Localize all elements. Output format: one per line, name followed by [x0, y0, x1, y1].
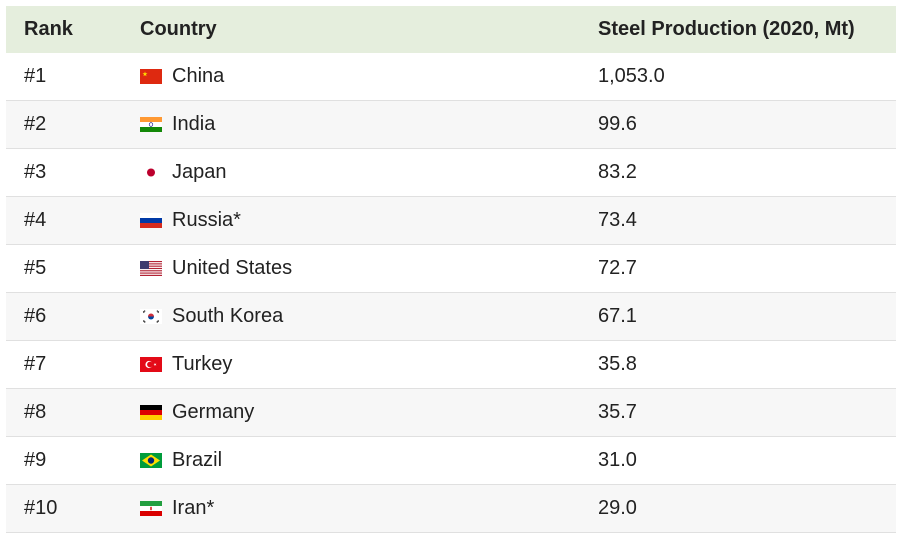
country-name: Iran*: [172, 497, 215, 519]
brazil-flag-icon: [140, 453, 162, 468]
south-korea-flag-icon: [140, 309, 162, 324]
table-row: #7 Turkey 35.8: [6, 341, 896, 389]
steel-production-cell: 1,053.0: [598, 65, 665, 87]
table-row: #3 Japan 83.2: [6, 149, 896, 197]
country-cell: India: [140, 113, 598, 136]
table-row: #4 Russia* 73.4: [6, 197, 896, 245]
steel-production-cell: 99.6: [598, 113, 637, 135]
country-cell: Turkey: [140, 353, 598, 376]
rank-column-header: Rank: [24, 18, 73, 40]
rank-cell: #5: [24, 257, 47, 279]
rank-cell: #1: [24, 65, 47, 87]
table-row: #10 Iran* 29.0: [6, 485, 896, 533]
steel-production-cell: 35.7: [598, 401, 637, 423]
country-name: Japan: [172, 161, 227, 183]
usa-flag-icon: [140, 261, 162, 276]
japan-flag-icon: [140, 165, 162, 180]
steel-production-cell: 72.7: [598, 257, 637, 279]
india-flag-icon: [140, 117, 162, 132]
table-row: #5 United States 72.7: [6, 245, 896, 293]
rank-cell: #2: [24, 113, 47, 135]
table-row: #6 South Korea 67.1: [6, 293, 896, 341]
rank-cell: #10: [24, 497, 58, 519]
country-cell: China: [140, 65, 598, 88]
country-name: United States: [172, 257, 293, 279]
steel-production-cell: 83.2: [598, 161, 637, 183]
country-name: China: [172, 65, 225, 87]
steel-production-table: Rank Country Steel Production (2020, Mt)…: [6, 6, 896, 533]
country-cell: Russia*: [140, 209, 598, 232]
china-flag-icon: [140, 69, 162, 84]
country-column-header: Country: [140, 18, 217, 40]
rank-cell: #6: [24, 305, 47, 327]
rank-cell: #4: [24, 209, 47, 231]
table-row: #1 China 1,053.0: [6, 53, 896, 101]
country-name: South Korea: [172, 305, 284, 327]
steel-production-cell: 73.4: [598, 209, 637, 231]
iran-flag-icon: [140, 501, 162, 516]
country-name: Germany: [172, 401, 255, 423]
russia-flag-icon: [140, 213, 162, 228]
rank-cell: #7: [24, 353, 47, 375]
country-name: Brazil: [172, 449, 223, 471]
table-row: #8 Germany 35.7: [6, 389, 896, 437]
country-name: India: [172, 113, 216, 135]
rank-cell: #9: [24, 449, 47, 471]
country-cell: South Korea: [140, 305, 598, 328]
turkey-flag-icon: [140, 357, 162, 372]
steel-production-cell: 67.1: [598, 305, 637, 327]
table-header-row: Rank Country Steel Production (2020, Mt): [6, 6, 896, 53]
country-cell: Germany: [140, 401, 598, 424]
country-cell: Brazil: [140, 449, 598, 472]
country-cell: United States: [140, 257, 598, 280]
rank-cell: #8: [24, 401, 47, 423]
table-row: #9 Brazil 31.0: [6, 437, 896, 485]
steel-production-cell: 35.8: [598, 353, 637, 375]
country-name: Russia*: [172, 209, 241, 231]
germany-flag-icon: [140, 405, 162, 420]
country-cell: Japan: [140, 161, 598, 184]
country-name: Turkey: [172, 353, 233, 375]
table-row: #2 India 99.6: [6, 101, 896, 149]
steel-production-cell: 29.0: [598, 497, 637, 519]
country-cell: Iran*: [140, 497, 598, 520]
rank-cell: #3: [24, 161, 47, 183]
steel-production-cell: 31.0: [598, 449, 637, 471]
steel-production-column-header: Steel Production (2020, Mt): [598, 18, 855, 40]
